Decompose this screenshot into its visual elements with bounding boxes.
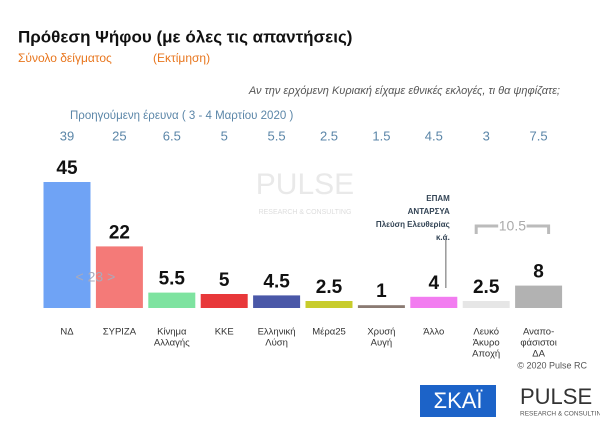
previous-value: 5.5 (268, 128, 286, 143)
bar (200, 294, 248, 308)
annotation-note: κ.ά. (436, 233, 450, 242)
bar (357, 305, 405, 308)
previous-value: 5 (221, 128, 228, 143)
bar (95, 246, 143, 308)
value-label: 45 (56, 158, 78, 179)
chart-subtitle: Σύνολο δείγματος (18, 51, 112, 65)
watermark-sub: RESEARCH & CONSULTING (259, 209, 352, 216)
previous-value: 7.5 (530, 128, 548, 143)
x-tick-label: ΔΑ (532, 349, 545, 360)
bar (305, 301, 353, 308)
bar (253, 295, 301, 308)
x-tick-label: ΝΔ (60, 327, 74, 338)
x-tick-label: Μέρα25 (312, 327, 346, 338)
x-tick-label: Άκυρο (473, 338, 500, 349)
x-tick-label: ΚΚΕ (215, 327, 234, 338)
annotation: < 23 > (76, 269, 116, 285)
value-label: 2.5 (473, 277, 500, 298)
x-tick-label: Αλλαγής (154, 338, 190, 349)
value-label: 4.5 (263, 271, 290, 292)
previous-value: 6.5 (163, 128, 181, 143)
previous-value: 25 (112, 128, 126, 143)
bracket (474, 224, 551, 234)
annotation: 10.5 (499, 218, 526, 234)
x-tick-label: Άλλο (423, 327, 444, 338)
pulse-logo-sub: RESEARCH & CONSULTING (520, 411, 600, 418)
skai-logo: ΣΚΑΪ (433, 388, 483, 413)
chart-title: Πρόθεση Ψήφου (με όλες τις απαντήσεις) (18, 27, 352, 46)
subtitle-note: (Εκτίμηση) (153, 51, 210, 65)
x-tick-label: Αυγή (371, 338, 393, 349)
bar (515, 285, 563, 308)
x-tick-label: Κίνημα (157, 327, 187, 338)
previous-label: Προηγούμενη έρευνα ( 3 - 4 Μαρτίου 2020 … (70, 110, 293, 122)
x-tick-label: Ελληνική (258, 327, 296, 338)
previous-value: 39 (60, 128, 74, 143)
pulse-logo: PULSE (520, 384, 592, 409)
x-tick-label: Λευκό (473, 327, 499, 338)
value-label: 5.5 (159, 269, 186, 290)
previous-value: 3 (483, 128, 490, 143)
x-tick-label: Λύση (265, 338, 288, 349)
x-tick-label: Αποχή (472, 349, 500, 360)
previous-value: 2.5 (320, 128, 338, 143)
previous-value: 1.5 (372, 128, 390, 143)
value-label: 1 (376, 281, 387, 302)
value-label: 8 (533, 262, 544, 283)
value-label: 22 (109, 222, 130, 243)
annotation-note: ΑΝΤΑΡΣΥΑ (408, 207, 450, 216)
bar (410, 296, 458, 308)
bar (43, 182, 91, 308)
value-label: 4 (429, 273, 440, 294)
x-tick-label: ΣΥΡΙΖΑ (103, 327, 137, 338)
x-tick-label: Αναπο- (523, 327, 554, 338)
bar (148, 292, 196, 308)
value-label: 5 (219, 270, 230, 291)
skai-logo-box (420, 385, 496, 417)
x-tick-label: Χρυσή (367, 327, 395, 338)
annotation-note: ΕΠΑΜ (426, 194, 450, 203)
annotation-note: Πλεύση Ελευθερίας (376, 220, 450, 229)
question: Αν την ερχόμενη Κυριακή είχαμε εθνικές ε… (248, 85, 560, 97)
copyright: © 2020 Pulse RC (517, 360, 587, 370)
value-label: 2.5 (316, 277, 343, 298)
x-tick-label: φάσιστοι (520, 338, 557, 349)
watermark: PULSE (256, 168, 354, 201)
bar (462, 301, 510, 308)
previous-value: 4.5 (425, 128, 443, 143)
